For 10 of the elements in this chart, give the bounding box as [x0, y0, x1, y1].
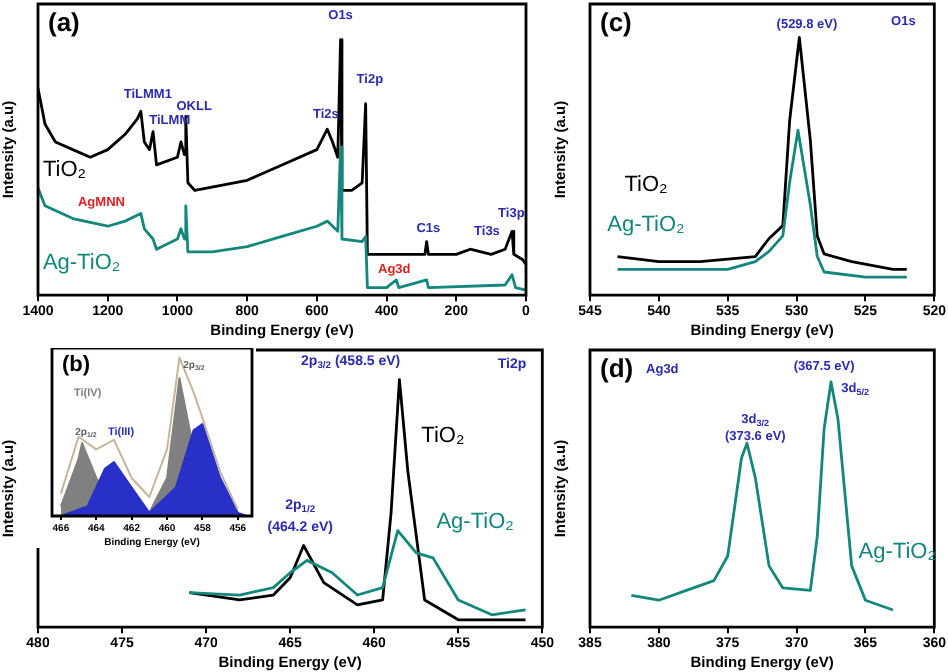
- series-label: Ag-TiO₂: [42, 251, 121, 276]
- series-label: TiO₂: [42, 158, 87, 183]
- text: TiO₂: [624, 172, 668, 197]
- chart-title: (d): [600, 352, 634, 383]
- series-label: Ag-TiO₂: [436, 509, 514, 534]
- series-label: Ag-TiO₂: [607, 213, 685, 238]
- chart-title: (c): [600, 6, 632, 37]
- chart-title: (b): [62, 352, 91, 377]
- series-label: TiO₂: [421, 423, 465, 448]
- chart-title: (a): [48, 6, 80, 37]
